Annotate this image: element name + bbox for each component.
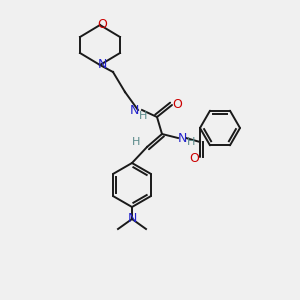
Text: O: O (97, 19, 107, 32)
Text: O: O (189, 152, 199, 164)
Text: N: N (127, 212, 137, 226)
Text: N: N (129, 103, 139, 116)
Text: H: H (132, 137, 140, 147)
Text: O: O (172, 98, 182, 110)
Text: H: H (187, 137, 195, 147)
Text: N: N (97, 58, 107, 71)
Text: N: N (177, 131, 187, 145)
Text: H: H (139, 111, 147, 121)
